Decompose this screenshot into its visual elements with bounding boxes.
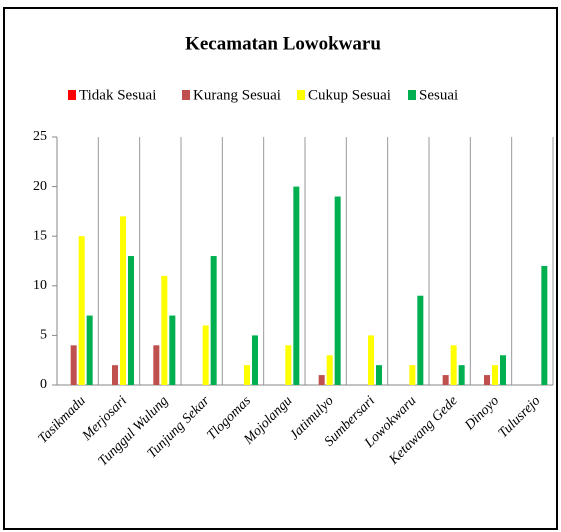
y-tick-label: 15 [33, 228, 47, 243]
y-tick-label: 5 [40, 328, 47, 343]
y-tick-label: 20 [33, 179, 47, 194]
bar [244, 365, 250, 385]
bar [70, 345, 77, 385]
bar [78, 236, 85, 385]
bar [169, 315, 176, 385]
bar [484, 375, 490, 385]
chart-frame [3, 7, 558, 530]
legend-swatch [408, 90, 416, 100]
bar [417, 295, 424, 385]
bar [112, 365, 118, 385]
bar [442, 375, 449, 385]
legend-swatch [68, 90, 76, 100]
bar [409, 365, 416, 385]
bar [293, 186, 300, 385]
bar [210, 256, 217, 385]
legend-label: Kurang Sesuai [193, 87, 281, 103]
legend-swatch [297, 90, 305, 100]
y-tick-label: 25 [33, 129, 47, 144]
bar [120, 216, 126, 385]
y-tick-label: 10 [33, 278, 47, 293]
bar [161, 275, 168, 385]
bar [285, 345, 292, 385]
bar [252, 335, 258, 385]
bar [376, 365, 382, 385]
bar [450, 345, 457, 385]
bar [458, 365, 465, 385]
bar [153, 345, 160, 385]
chart-title: Kecamatan Lowokwaru [185, 33, 381, 54]
bar [326, 355, 333, 385]
bar [86, 315, 93, 385]
bar [368, 335, 374, 385]
legend-label: Sesuai [419, 87, 458, 103]
bar [318, 375, 325, 385]
legend-label: Cukup Sesuai [308, 87, 391, 103]
bar [500, 355, 506, 385]
legend-label: Tidak Sesuai [79, 87, 156, 103]
y-tick-label: 0 [40, 377, 47, 392]
bar [202, 325, 209, 385]
bar [334, 196, 341, 385]
bar [541, 265, 548, 385]
bar [492, 365, 498, 385]
bar [128, 256, 134, 385]
legend-swatch [182, 90, 190, 100]
